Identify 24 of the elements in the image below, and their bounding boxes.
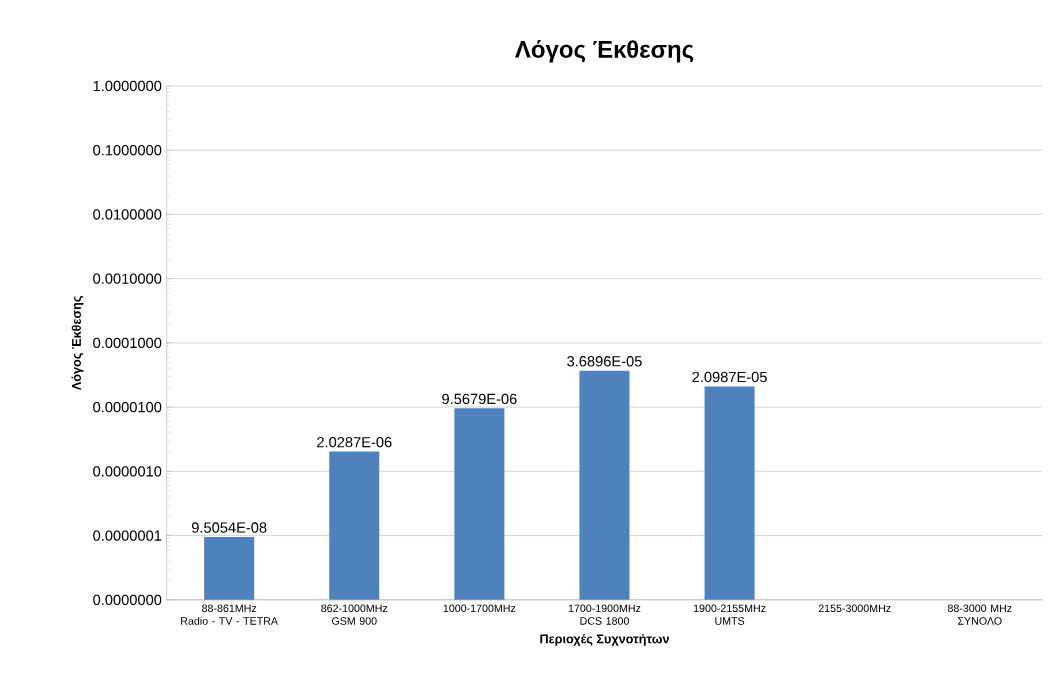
y-tick-label: 0.0000000 <box>93 594 162 606</box>
x-tick-label: 1700-1900MHz DCS 1800 <box>568 604 641 625</box>
x-tick-label: 1000-1700MHz <box>443 604 516 613</box>
y-tick-label: 0.0000100 <box>93 402 162 413</box>
x-tick-label: 862-1000MHz GSM 900 <box>321 604 388 625</box>
y-tick-label: 0.1000000 <box>93 145 162 156</box>
x-tick-label: 88-3000 MHz ΣΥΝΟΛΟ <box>947 604 1012 625</box>
chart-title: Λόγος Έκθεσης <box>515 40 694 63</box>
x-tick-label: 2155-3000MHz <box>818 604 891 613</box>
y-axis-title: Λόγος Έκθεσης <box>71 296 84 391</box>
x-tick-label: 88-861MHz Radio - TV - TETRA <box>181 604 279 625</box>
y-tick-label: 0.0001000 <box>93 337 162 349</box>
data-label: 2.0287E-06 <box>317 437 392 448</box>
y-tick-label: 0.0100000 <box>93 209 162 220</box>
y-tick-label: 0.0000001 <box>93 530 162 541</box>
y-tick-label: 0.0000010 <box>93 466 162 477</box>
data-label: 3.6896E-05 <box>567 356 642 367</box>
data-label: 9.5054E-08 <box>191 522 267 533</box>
y-tick-label: 1.0000000 <box>93 80 162 92</box>
x-axis-title: Περιοχές Συχνοτήτων <box>540 634 669 646</box>
data-label: 2.0987E-05 <box>692 371 767 383</box>
data-label: 9.5679E-06 <box>442 393 517 405</box>
y-tick-label: 0.0010000 <box>93 273 162 284</box>
x-tick-label: 1900-2155MHz UMTS <box>693 604 766 625</box>
